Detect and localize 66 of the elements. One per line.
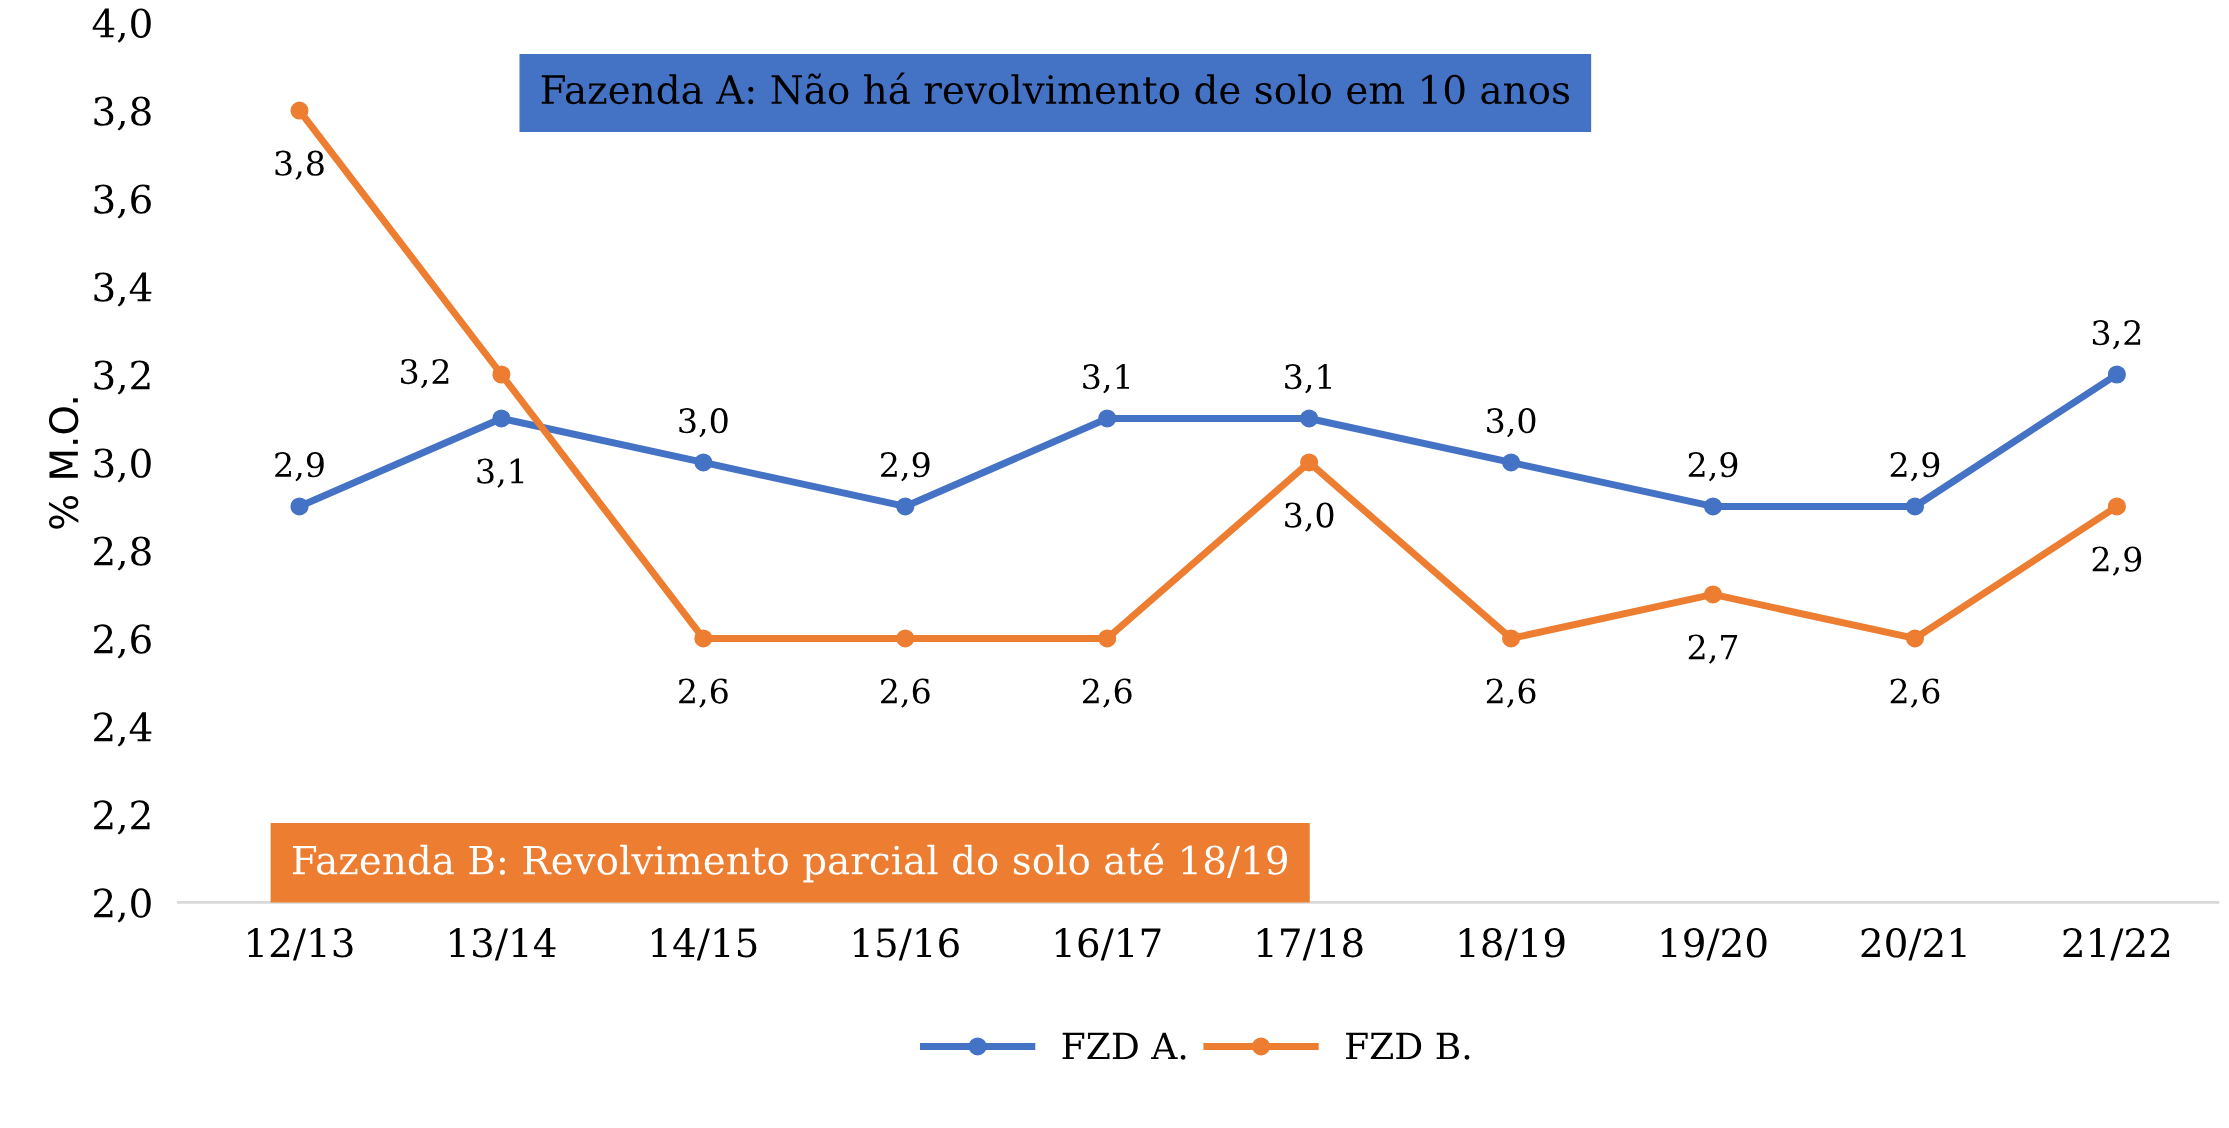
data-label: 2,6 <box>1486 678 1536 708</box>
y-tick-label: 2,6 <box>94 624 151 659</box>
data-label: 3,1 <box>477 458 524 488</box>
data-label: 2,9 <box>1688 452 1738 482</box>
point <box>896 497 915 516</box>
y-tick-label: 3,0 <box>94 448 151 483</box>
data-label: 2,9 <box>2092 546 2142 576</box>
y-tick-label: 3,4 <box>94 272 152 307</box>
x-tick-label: 18/19 <box>1459 928 1565 961</box>
point <box>1098 629 1117 648</box>
point <box>2107 365 2126 384</box>
point <box>1098 409 1117 428</box>
data-label: 2,7 <box>1688 634 1738 664</box>
x-tick-label: 20/21 <box>1861 928 1966 961</box>
data-label: 2,6 <box>1890 678 1940 708</box>
y-tick-label: 2,0 <box>94 888 151 923</box>
point <box>1300 453 1319 472</box>
x-tick-label: 17/18 <box>1257 928 1363 961</box>
point <box>1703 497 1723 516</box>
y-tick-label: 2,8 <box>94 536 151 571</box>
data-label: 2,9 <box>1890 452 1940 482</box>
x-tick-label: 13/14 <box>450 928 556 961</box>
y-tick-label: 2,2 <box>94 800 150 835</box>
point <box>1502 453 1521 472</box>
legend-label: FZD B. <box>1346 1032 1470 1060</box>
point <box>1905 629 1924 648</box>
point <box>1300 409 1319 428</box>
x-tick-label: 12/13 <box>248 928 353 961</box>
data-label: 3,2 <box>401 358 449 389</box>
point <box>1905 497 1924 516</box>
data-label: 3,1 <box>1083 364 1129 394</box>
data-label: 3,1 <box>1285 364 1331 394</box>
annotation: Fazenda A: Não há revolvimento de solo em 10 anos <box>541 72 1570 105</box>
data-label: 3,0 <box>1487 408 1536 438</box>
x-tick-label: 16/17 <box>1055 928 1161 961</box>
point <box>694 629 713 648</box>
y-tick-label: 3,6 <box>94 184 151 219</box>
y-tick-label: 3,8 <box>94 96 151 131</box>
data-label: 3,8 <box>275 150 324 180</box>
data-label: 2,6 <box>679 678 728 708</box>
x-tick-label: 19/20 <box>1661 928 1767 961</box>
y-tick-label: 3,2 <box>94 360 150 395</box>
y-axis-title: % M.O. <box>48 398 79 529</box>
data-label: 2,9 <box>275 452 324 482</box>
point <box>492 365 511 384</box>
x-tick-label: 21/22 <box>2063 928 2170 961</box>
x-tick-label: 15/16 <box>853 928 959 961</box>
point <box>896 629 915 648</box>
point <box>290 497 309 516</box>
data-label: 3,2 <box>2092 320 2141 350</box>
point <box>694 453 713 472</box>
data-label: 3,0 <box>679 408 728 438</box>
data-label: 2,9 <box>881 452 930 482</box>
legend-label: FZD A. <box>1062 1032 1186 1060</box>
point <box>1703 585 1723 604</box>
data-label: 3,0 <box>1285 502 1334 532</box>
point <box>1502 629 1521 648</box>
point <box>290 101 309 120</box>
point <box>2107 497 2126 516</box>
data-label: 2,6 <box>881 678 930 708</box>
y-tick-label: 2,4 <box>94 712 152 747</box>
x-tick-label: 14/15 <box>652 928 757 961</box>
y-tick-label: 4,0 <box>92 8 151 43</box>
annotation: Fazenda B: Revolvimento parcial do solo até 18/19 <box>292 843 1287 883</box>
point <box>492 409 511 428</box>
data-label: 2,6 <box>1082 678 1132 708</box>
